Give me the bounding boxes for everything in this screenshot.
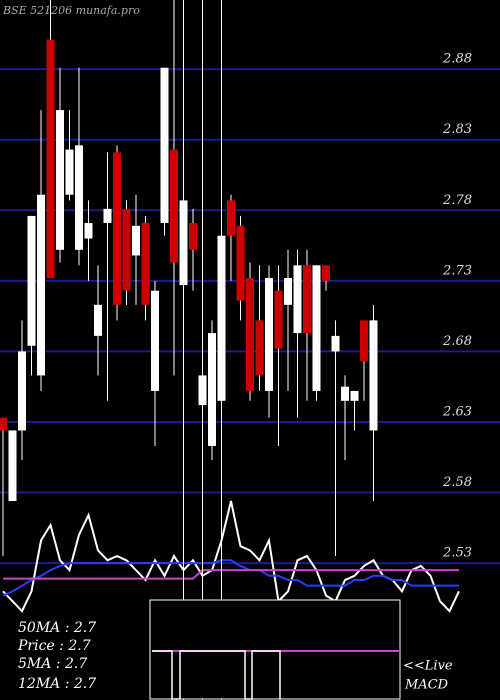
y-tick-label: 2.58 xyxy=(442,475,472,490)
candle-body xyxy=(94,304,102,336)
candle-body xyxy=(350,390,359,401)
candle-body xyxy=(217,235,226,401)
candle-body xyxy=(265,278,273,391)
candle-body xyxy=(179,200,188,286)
indicator-line xyxy=(3,569,459,580)
candle-body xyxy=(132,225,140,256)
candle-body xyxy=(103,208,112,223)
candle-body xyxy=(303,265,311,334)
candle-body xyxy=(0,417,7,431)
info-5ma: 5MA : 2.7 xyxy=(18,656,87,672)
candle-body xyxy=(37,194,45,376)
candle-body xyxy=(75,145,83,250)
chart-title: BSE 521206 munafa.pro xyxy=(2,4,140,17)
candle-body xyxy=(65,149,74,195)
candle-body xyxy=(170,149,178,263)
candle-body xyxy=(122,208,131,291)
candle-body xyxy=(113,152,121,305)
candle-body xyxy=(189,222,197,250)
info-price: Price : 2.7 xyxy=(17,638,91,654)
macd-signal xyxy=(152,650,281,700)
candle-body xyxy=(312,265,321,391)
candle-body xyxy=(27,215,36,346)
candle-body xyxy=(198,375,207,406)
candle-body xyxy=(208,333,216,446)
y-tick-label: 2.53 xyxy=(442,546,472,561)
candle-body xyxy=(369,320,378,431)
info-12ma: 12MA : 2.7 xyxy=(18,676,96,692)
candle-body xyxy=(18,351,26,431)
y-tick-label: 2.78 xyxy=(442,193,472,208)
candle-body xyxy=(56,110,64,250)
candle-body xyxy=(8,430,17,502)
y-tick-label: 2.88 xyxy=(442,52,472,67)
y-tick-label: 2.68 xyxy=(442,334,472,349)
candle-body xyxy=(322,265,330,281)
candle-body xyxy=(141,222,150,305)
info-50ma: 50MA : 2.7 xyxy=(18,620,96,636)
candle-body xyxy=(331,335,340,352)
candle-body xyxy=(46,39,55,279)
macd-label: MACD xyxy=(404,678,449,693)
candle-body xyxy=(160,67,169,223)
candle-body xyxy=(255,320,264,376)
candle-body xyxy=(360,320,368,362)
y-tick-label: 2.73 xyxy=(442,263,472,278)
candle-body xyxy=(236,225,245,301)
macd-box xyxy=(149,599,401,700)
live-label: <<Live xyxy=(403,659,453,674)
candle-body xyxy=(151,290,159,391)
candle-body xyxy=(84,222,93,239)
candle-body xyxy=(274,290,283,349)
candle-body xyxy=(227,200,235,236)
candle-body xyxy=(293,265,302,334)
candle-body xyxy=(246,278,254,391)
candle-body xyxy=(341,386,349,401)
candle-body xyxy=(284,278,292,305)
y-tick-label: 2.63 xyxy=(442,404,472,419)
y-tick-label: 2.83 xyxy=(442,122,472,137)
indicator-line xyxy=(2,559,459,597)
